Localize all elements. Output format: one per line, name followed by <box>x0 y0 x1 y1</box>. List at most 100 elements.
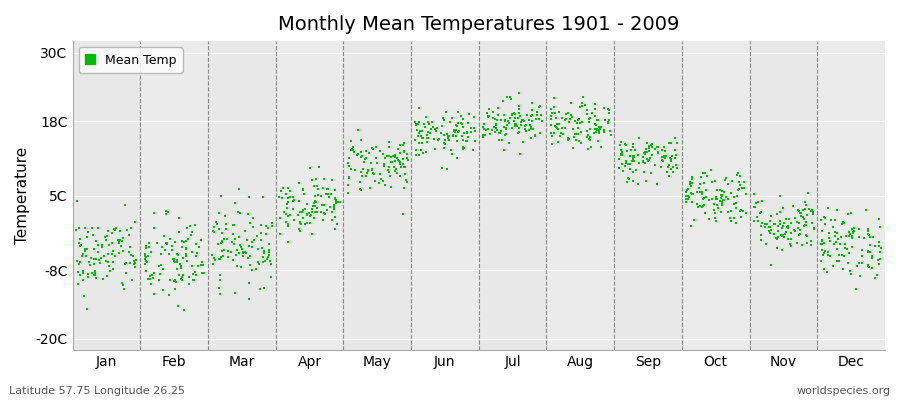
Point <box>707 210 722 216</box>
Point <box>138 253 152 259</box>
Point <box>868 242 882 249</box>
Point <box>569 136 583 143</box>
Point <box>106 248 121 255</box>
Point <box>747 191 761 197</box>
Point <box>475 124 490 130</box>
Point <box>697 180 711 186</box>
Point <box>410 146 424 153</box>
Point <box>328 197 343 203</box>
Point <box>450 138 464 144</box>
Point <box>141 244 156 250</box>
Point <box>768 221 782 227</box>
Point <box>590 129 604 135</box>
Point <box>826 224 841 231</box>
Point <box>124 252 139 258</box>
Point <box>619 158 634 164</box>
Point <box>293 219 308 226</box>
Point <box>758 224 772 230</box>
Point <box>772 193 787 199</box>
Point <box>80 234 94 240</box>
Point <box>418 149 433 156</box>
Point <box>732 169 746 176</box>
Point <box>557 117 572 124</box>
Point <box>549 124 563 130</box>
Point <box>440 166 454 172</box>
Point <box>489 121 503 127</box>
Point <box>786 203 800 209</box>
Point <box>828 217 842 224</box>
Point <box>411 152 426 159</box>
Point <box>454 120 469 127</box>
Point <box>482 114 496 120</box>
Point <box>614 152 628 158</box>
Point <box>662 140 677 146</box>
Point <box>100 233 114 239</box>
Point <box>845 226 859 232</box>
Point <box>366 171 381 178</box>
Point <box>860 228 875 235</box>
Point <box>778 216 793 223</box>
Point <box>571 117 585 124</box>
Point <box>174 263 188 270</box>
Point <box>328 195 343 202</box>
Point <box>320 185 335 192</box>
Point <box>555 125 570 131</box>
Point <box>775 233 789 240</box>
Bar <box>750 41 817 350</box>
Point <box>490 117 504 124</box>
Point <box>837 252 851 259</box>
Point <box>99 237 113 244</box>
Point <box>754 198 769 204</box>
Point <box>614 151 628 158</box>
Point <box>837 220 851 226</box>
Point <box>436 132 451 138</box>
Point <box>657 152 671 159</box>
Point <box>748 204 762 210</box>
Point <box>830 245 844 252</box>
Point <box>261 225 275 232</box>
Point <box>125 277 140 284</box>
Point <box>574 128 589 135</box>
Point <box>451 108 465 115</box>
Point <box>189 272 203 278</box>
Point <box>860 248 875 255</box>
Point <box>310 192 325 198</box>
Point <box>147 225 161 232</box>
Point <box>589 106 603 112</box>
Point <box>592 129 607 136</box>
Point <box>522 117 536 124</box>
Point <box>175 277 189 283</box>
Point <box>830 258 844 264</box>
Point <box>658 155 672 162</box>
Point <box>312 163 327 170</box>
Point <box>100 272 114 279</box>
Point <box>86 232 100 238</box>
Point <box>683 179 698 185</box>
Point <box>770 228 785 234</box>
Point <box>87 246 102 252</box>
Point <box>716 193 730 199</box>
Point <box>490 117 504 124</box>
Point <box>262 252 276 258</box>
Point <box>229 236 243 242</box>
Point <box>176 272 191 278</box>
Bar <box>140 41 208 350</box>
Point <box>705 167 719 174</box>
Point <box>392 158 407 164</box>
Point <box>105 229 120 236</box>
Point <box>185 229 200 235</box>
Point <box>435 122 449 129</box>
Point <box>804 241 818 248</box>
Point <box>716 197 731 203</box>
Point <box>428 128 443 134</box>
Point <box>382 144 396 150</box>
Point <box>545 133 560 139</box>
Point <box>272 194 286 201</box>
Point <box>524 113 538 120</box>
Point <box>167 256 182 262</box>
Point <box>316 216 330 223</box>
Point <box>220 254 235 260</box>
Point <box>415 134 429 141</box>
Point <box>467 138 482 144</box>
Point <box>77 293 92 300</box>
